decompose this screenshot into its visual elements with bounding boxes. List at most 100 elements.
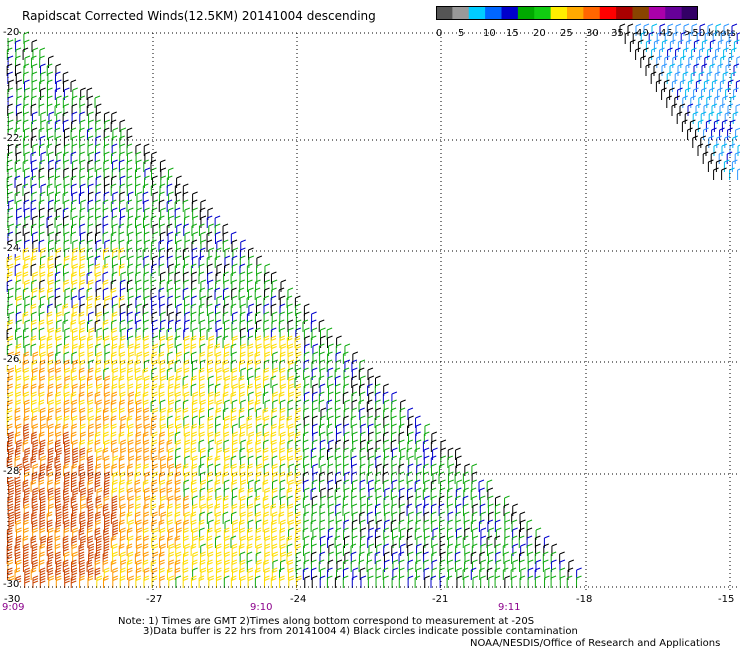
wind-barb	[159, 335, 166, 348]
wind-barb	[311, 311, 317, 324]
wind-barb	[216, 263, 223, 276]
colorbar-swatch	[567, 6, 584, 20]
wind-barb	[30, 103, 37, 116]
wind-barb	[232, 567, 238, 580]
wind-barb	[95, 127, 102, 140]
wind-barb	[39, 159, 46, 172]
wind-barb	[391, 511, 398, 524]
wind-barb	[104, 183, 110, 196]
wind-barb	[352, 567, 359, 580]
wind-barb	[158, 263, 165, 276]
wind-barb	[200, 479, 207, 492]
wind-barb	[175, 295, 181, 308]
wind-barb	[96, 167, 102, 180]
wind-barb	[48, 575, 54, 588]
wind-barb	[135, 495, 141, 508]
wind-barb	[359, 391, 366, 404]
wind-barb	[103, 135, 110, 148]
wind-barb	[447, 487, 453, 500]
wind-barb	[71, 191, 78, 204]
wind-barb	[111, 503, 118, 516]
wind-barb	[70, 79, 77, 92]
wind-barb	[279, 303, 286, 316]
colorbar-label: 10	[483, 28, 496, 39]
wind-barb	[199, 247, 206, 260]
wind-barb	[136, 303, 142, 316]
wind-barb	[416, 567, 422, 580]
wind-barb	[152, 551, 159, 564]
wind-barb	[214, 255, 221, 268]
wind-barb	[96, 335, 103, 348]
wind-barb	[183, 255, 190, 268]
wind-barb	[495, 527, 502, 540]
wind-barb	[135, 263, 142, 276]
wind-barb	[248, 303, 255, 316]
wind-barb	[88, 167, 94, 180]
wind-barb	[318, 479, 325, 492]
wind-barb	[159, 527, 166, 540]
wind-barb	[248, 407, 254, 420]
wind-barb	[48, 111, 55, 124]
wind-barb	[72, 383, 78, 396]
wind-barb	[320, 495, 327, 508]
wind-barb	[200, 215, 207, 228]
wind-barb	[335, 495, 341, 508]
wind-barb	[391, 431, 397, 444]
wind-barb	[88, 151, 95, 164]
wind-barb	[208, 335, 215, 348]
wind-barb	[54, 239, 61, 252]
wind-barb	[143, 319, 149, 332]
wind-barb	[320, 543, 326, 556]
wind-barb	[166, 183, 173, 196]
wind-barb	[216, 335, 222, 348]
wind-barb	[263, 431, 270, 444]
wind-barb	[343, 439, 350, 452]
wind-barb	[472, 503, 479, 516]
wind-barb	[182, 575, 189, 588]
wind-barb	[231, 487, 238, 500]
lat-label-28: -28	[3, 466, 20, 477]
wind-barb	[296, 455, 303, 468]
wind-barb	[255, 487, 262, 500]
wind-barb	[151, 151, 157, 164]
wind-barb	[168, 575, 174, 588]
wind-barb	[16, 87, 23, 100]
wind-barb	[54, 255, 61, 268]
wind-barb	[22, 271, 29, 284]
wind-barb	[24, 239, 30, 252]
wind-barb	[198, 535, 205, 548]
wind-barb	[152, 191, 159, 204]
wind-barb	[432, 471, 439, 484]
wind-barb	[200, 455, 206, 468]
wind-barb	[319, 383, 326, 396]
wind-barb	[128, 495, 134, 508]
wind-barb	[343, 407, 350, 420]
wind-barb	[288, 575, 294, 588]
wind-barb	[126, 247, 133, 260]
wind-barb	[150, 287, 157, 300]
wind-barb	[64, 287, 71, 300]
wind-barb	[231, 279, 238, 292]
wind-barb	[48, 327, 55, 340]
wind-barb	[191, 223, 198, 236]
wind-barb	[46, 63, 53, 76]
wind-barb	[302, 567, 309, 580]
wind-barb	[63, 231, 70, 244]
wind-barb	[166, 567, 173, 580]
wind-barb	[80, 199, 86, 212]
wind-barb	[215, 495, 222, 508]
colorbar-label: 5	[458, 28, 465, 39]
wind-barb	[40, 151, 47, 164]
wind-barb	[48, 295, 54, 308]
wind-barb	[86, 103, 93, 116]
wind-barb	[22, 47, 29, 60]
wind-barb	[22, 183, 29, 196]
wind-barb	[176, 175, 182, 188]
wind-barb	[174, 335, 181, 348]
wind-barb	[16, 295, 22, 308]
wind-barb	[166, 303, 173, 316]
wind-barb	[64, 455, 70, 468]
wind-barb	[40, 335, 46, 348]
wind-barb	[358, 551, 365, 564]
wind-barb	[56, 383, 62, 396]
